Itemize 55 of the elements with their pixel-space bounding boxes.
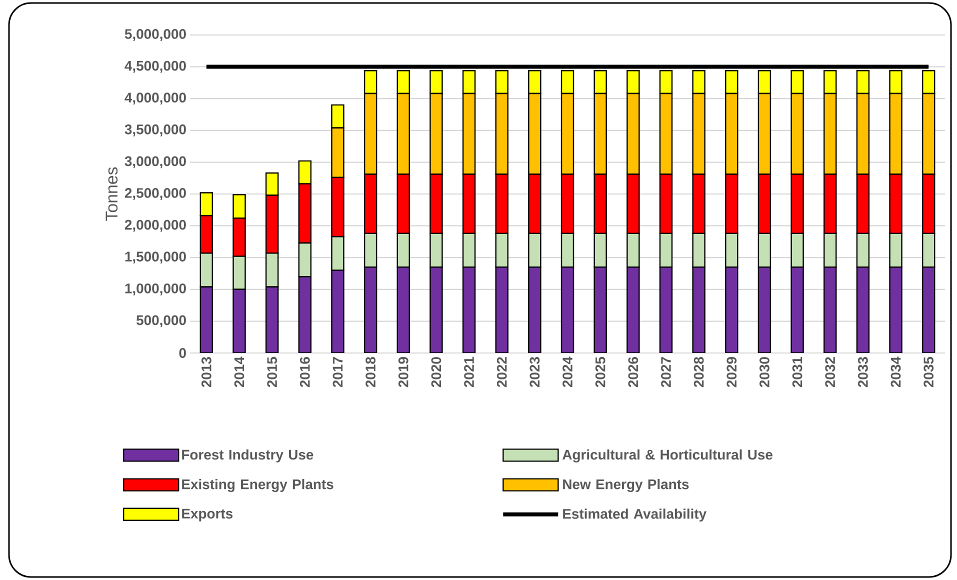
y-tick-label: 4,500,000 bbox=[124, 60, 186, 73]
bar bbox=[495, 266, 508, 353]
y-tick-label: 500,000 bbox=[136, 315, 186, 328]
bar bbox=[758, 266, 772, 353]
y-tick-label: 3,000,000 bbox=[124, 156, 186, 168]
x-tick-label: 2034 bbox=[890, 356, 901, 388]
bar bbox=[298, 276, 312, 353]
y-tick-label: 5,000,000 bbox=[124, 29, 186, 41]
bar bbox=[462, 266, 476, 353]
x-tick-label: 2028 bbox=[694, 356, 704, 388]
x-tick-label: 2016 bbox=[300, 357, 310, 388]
x-tick-label: 2013 bbox=[201, 357, 212, 388]
bar bbox=[856, 266, 870, 353]
x-tick-label: 2022 bbox=[496, 357, 507, 388]
legend-label: Exports bbox=[182, 508, 233, 522]
bar bbox=[396, 266, 410, 353]
y-tick-label: 0 bbox=[179, 348, 186, 358]
y-tick-label: 1,500,000 bbox=[125, 252, 186, 264]
x-tick-label: 2014 bbox=[234, 356, 244, 388]
x-tick-label: 2015 bbox=[267, 356, 278, 388]
legend-label: Existing Energy Plants bbox=[182, 478, 334, 492]
legend-label: New Energy Plants bbox=[563, 478, 689, 492]
x-tick-label: 2026 bbox=[628, 357, 638, 388]
y-axis-title: Tonnes bbox=[106, 167, 118, 221]
bar bbox=[265, 286, 279, 353]
x-tick-label: 2017 bbox=[332, 357, 343, 388]
x-tick-label: 2027 bbox=[661, 357, 671, 388]
x-tick-label: 2035 bbox=[924, 356, 934, 388]
y-tick-label: 4,000,000 bbox=[124, 92, 186, 105]
y-tick-label: 2,500,000 bbox=[124, 188, 186, 200]
x-tick-label: 2024 bbox=[562, 356, 572, 388]
x-tick-label: 2031 bbox=[792, 356, 802, 388]
x-tick-label: 2029 bbox=[726, 357, 737, 388]
bar bbox=[725, 266, 738, 353]
x-tick-label: 2032 bbox=[825, 357, 836, 388]
legend-label: Agricultural & Horticultural Use bbox=[562, 449, 772, 462]
x-tick-label: 2019 bbox=[398, 357, 408, 388]
legend-label: Forest Industry Use bbox=[182, 449, 314, 462]
y-tick-label: 3,500,000 bbox=[124, 124, 186, 136]
y-tick-label: 2,000,000 bbox=[124, 220, 186, 232]
bar bbox=[824, 266, 837, 353]
bar bbox=[659, 266, 673, 353]
bar bbox=[922, 266, 936, 353]
legend-label: Estimated Availability bbox=[563, 508, 707, 522]
bar bbox=[364, 266, 378, 353]
bar bbox=[200, 286, 214, 353]
x-tick-label: 2020 bbox=[431, 357, 442, 388]
x-tick-label: 2021 bbox=[464, 356, 474, 388]
bar bbox=[560, 266, 574, 353]
x-tick-label: 2025 bbox=[595, 356, 606, 388]
x-tick-label: 2030 bbox=[760, 357, 770, 388]
y-tick-label: 1,000,000 bbox=[125, 283, 186, 296]
x-tick-label: 2033 bbox=[858, 357, 868, 388]
x-tick-label: 2018 bbox=[366, 356, 376, 388]
x-tick-label: 2023 bbox=[530, 357, 540, 388]
